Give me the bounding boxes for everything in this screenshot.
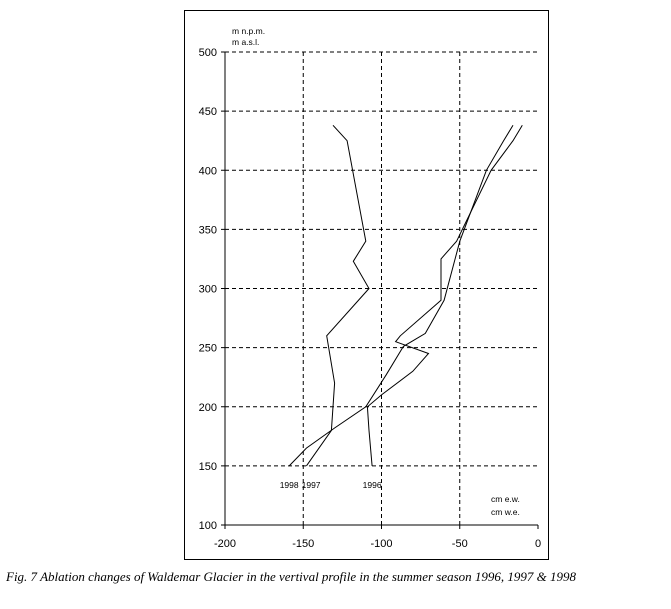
y-tick-label: 500 [199, 47, 217, 59]
series-line-1998 [288, 125, 514, 467]
series-line-1997 [305, 124, 370, 467]
y-tick-label: 400 [199, 165, 217, 177]
series-line-1996 [366, 125, 523, 466]
y-tick-label: 350 [199, 224, 217, 236]
ablation-chart: 100 150 200 250 300 350 400 450 500 -200 -150 -100 -… [199, 26, 541, 550]
y-tick-label: 250 [199, 343, 217, 355]
y-unit-label: m n.p.m. [232, 26, 265, 36]
y-tick-label: 150 [199, 461, 217, 473]
x-tick-label: -150 [292, 538, 314, 550]
chart-frame: 100 150 200 250 300 350 400 450 500 -200 -150 -100 -… [184, 10, 549, 560]
figure-caption: Fig. 7 Ablation changes of Waldemar Glac… [6, 569, 577, 584]
x-tick-label: -200 [214, 538, 236, 550]
y-tick-label: 100 [199, 520, 217, 532]
x-unit-label: cm w.e. [491, 507, 520, 517]
x-tick-label: -50 [452, 538, 468, 550]
series-label-1998: 1998 [280, 480, 299, 490]
x-tick-label: -100 [370, 538, 392, 550]
y-tick-label: 300 [199, 284, 217, 296]
series-label-1996: 1996 [363, 480, 382, 490]
y-tick-label: 450 [199, 106, 217, 118]
x-tick-label: 0 [535, 538, 541, 550]
y-tick-label: 200 [199, 402, 217, 414]
x-unit-label: cm e.w. [491, 494, 520, 504]
y-unit-label: m a.s.l. [232, 37, 259, 47]
series-label-1997: 1997 [302, 480, 321, 490]
